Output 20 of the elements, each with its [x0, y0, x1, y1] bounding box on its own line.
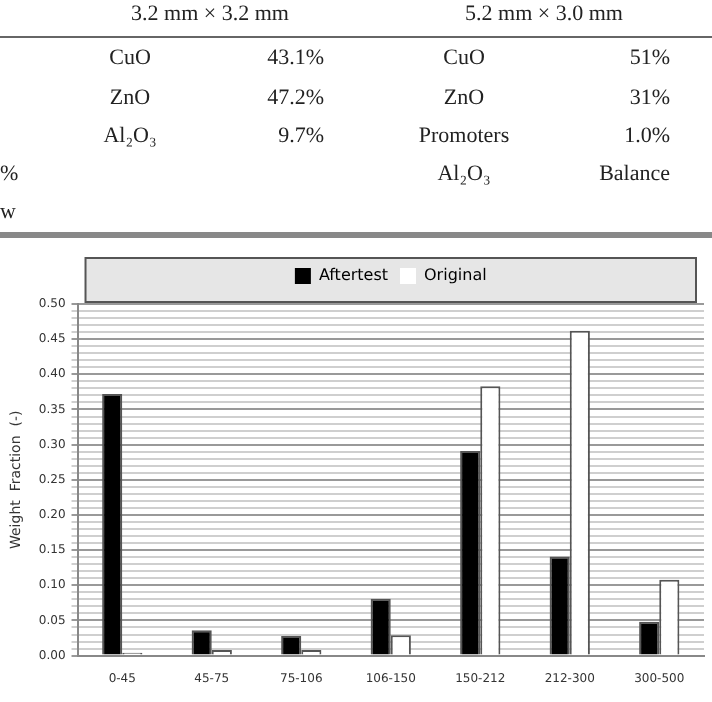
text: Promoters	[418, 124, 510, 150]
text: Al₂O₃	[437, 162, 491, 188]
text: ZnO	[443, 86, 485, 112]
text: Balance	[599, 162, 670, 188]
text: 1.0%	[624, 124, 670, 150]
text: 5.2 mm × 3.0 mm	[465, 2, 623, 28]
text: 43.1%	[267, 46, 324, 72]
text: %	[0, 162, 19, 188]
text: CuO	[109, 46, 151, 72]
text: Al₂O₃	[103, 124, 157, 150]
text: ZnO	[109, 86, 151, 112]
text: 3.2 mm × 3.2 mm	[131, 2, 289, 28]
text: 47.2%	[267, 86, 324, 112]
text: 9.7%	[278, 124, 324, 150]
text: 51%	[629, 46, 670, 72]
legend-label: Original	[424, 266, 487, 285]
text: CuO	[443, 46, 485, 72]
text: w	[0, 200, 16, 226]
text: 31%	[629, 86, 670, 112]
legend-label: Aftertest	[318, 266, 389, 285]
